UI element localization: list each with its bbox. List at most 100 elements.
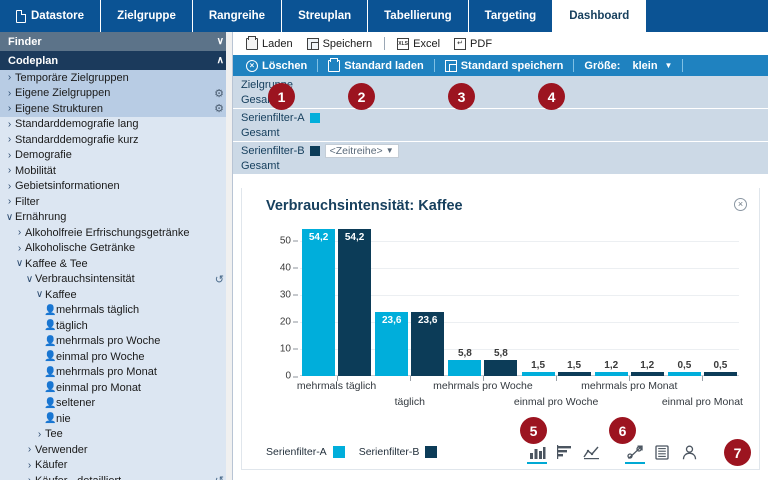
chevron-down-icon[interactable]: ∨	[216, 35, 224, 47]
bar-Serienfilter-A-3[interactable]: 1,5	[521, 360, 555, 376]
bar-Serienfilter-A-1[interactable]: 23,6	[375, 312, 409, 376]
tree-item-13[interactable]: ∨ Verbrauchsintensität ↺	[0, 272, 232, 288]
bar-Serienfilter-B-5[interactable]: 0,5	[703, 360, 737, 376]
percent-arrow-icon[interactable]	[623, 441, 647, 464]
dashboard-toolbar-standard-speichern[interactable]: Standard speichern	[440, 59, 569, 72]
tree-item-16[interactable]: 👤 täglich	[0, 318, 232, 334]
close-icon[interactable]: ×	[734, 198, 747, 211]
tree-item-0[interactable]: › Temporäre Zielgruppen	[0, 70, 232, 86]
tree-item-4[interactable]: › Standarddemografie kurz	[0, 132, 232, 148]
bar-Serienfilter-B-0[interactable]: 54,2	[338, 229, 372, 376]
chevron-down-icon[interactable]: ▼	[664, 61, 673, 70]
dashboard-toolbar-standard-laden[interactable]: Standard laden	[323, 57, 428, 72]
twisty-icon[interactable]: ›	[7, 149, 12, 161]
sidebar-scrollbar[interactable]	[226, 32, 232, 480]
panel-header-finder[interactable]: Finder ∨	[0, 32, 232, 51]
twisty-icon[interactable]: ∨	[15, 258, 24, 270]
codeplan-tree[interactable]: › Temporäre Zielgruppen › Eigene Zielgruppe…	[0, 70, 232, 480]
twisty-icon[interactable]: ›	[7, 103, 12, 115]
tab-tabellierung[interactable]: Tabellierung	[368, 0, 469, 32]
bar-Serienfilter-A-2[interactable]: 5,8	[448, 348, 482, 376]
tree-item-19[interactable]: 👤 mehrmals pro Monat	[0, 365, 232, 381]
tab-datastore[interactable]: Datastore	[0, 0, 102, 32]
gear-icon[interactable]: ⚙	[214, 87, 224, 100]
chevron-up-icon[interactable]: ∧	[216, 54, 224, 66]
refresh-icon[interactable]: ↺	[215, 474, 224, 480]
bar-Serienfilter-B-1[interactable]: 23,6	[411, 312, 445, 376]
twisty-icon[interactable]: ∨	[5, 211, 14, 223]
twisty-icon[interactable]: ∨	[25, 273, 34, 285]
filter-row-1[interactable]: Serienfilter-A Gesamt	[233, 109, 768, 142]
tree-item-20[interactable]: 👤 einmal pro Monat	[0, 380, 232, 396]
horizontal-bar-chart-icon[interactable]	[552, 441, 576, 463]
tree-item-17[interactable]: 👤 mehrmals pro Woche	[0, 334, 232, 350]
twisty-icon[interactable]: ∨	[35, 289, 44, 301]
tree-item-26[interactable]: ›Käufer - detailliert ↺	[0, 473, 232, 480]
twisty-icon[interactable]: ›	[7, 196, 12, 208]
main-tab-bar[interactable]: Datastore Zielgruppe Rangreihe Streuplan Tab…	[0, 0, 768, 32]
tree-item-23[interactable]: › Tee	[0, 427, 232, 443]
twisty-icon[interactable]: ›	[7, 118, 12, 130]
vertical-bar-chart-icon[interactable]	[525, 441, 549, 464]
twisty-icon[interactable]: ›	[7, 72, 12, 84]
file-toolbar[interactable]: Laden Speichern XLS Excel ↵ PDF	[233, 32, 768, 55]
tree-item-18[interactable]: 👤 einmal pro Woche	[0, 349, 232, 365]
twisty-icon[interactable]: ›	[17, 242, 22, 254]
filter-row-0[interactable]: Zielgruppe Gesamt	[233, 76, 768, 109]
tree-item-7[interactable]: › Gebietsinformationen	[0, 179, 232, 195]
tab-dashboard[interactable]: Dashboard	[553, 0, 647, 32]
twisty-icon[interactable]: ›	[17, 227, 22, 239]
toolbar-button-speichern[interactable]: Speichern	[302, 37, 378, 50]
tree-item-11[interactable]: › Alkoholische Getränke	[0, 241, 232, 257]
twisty-icon[interactable]: ›	[24, 475, 35, 480]
tab-streuplan[interactable]: Streuplan	[282, 0, 369, 32]
refresh-icon[interactable]: ↺	[214, 273, 224, 286]
tree-item-2[interactable]: › Eigene Strukturen ⚙	[0, 101, 232, 117]
toolbar-button-laden[interactable]: Laden	[241, 35, 298, 50]
twisty-icon[interactable]: ›	[27, 459, 32, 471]
twisty-icon[interactable]: ›	[37, 428, 42, 440]
zeitreihe-select[interactable]: <Zeitreihe> ▼	[324, 143, 399, 158]
tab-targeting[interactable]: Targeting	[469, 0, 554, 32]
twisty-icon[interactable]: ›	[7, 134, 12, 146]
dashboard-toolbar-löschen[interactable]: × Löschen	[241, 59, 312, 72]
toolbar-button-excel[interactable]: XLS Excel	[392, 37, 445, 50]
tree-item-25[interactable]: › Käufer	[0, 458, 232, 474]
twisty-icon[interactable]: ›	[7, 165, 12, 177]
filter-rows[interactable]: Zielgruppe Gesamt Serienfilter-A Gesamt Seri…	[233, 76, 768, 175]
tree-item-22[interactable]: 👤 nie	[0, 411, 232, 427]
panel-header-codeplan[interactable]: Codeplan ∧	[0, 51, 232, 70]
tree-item-9[interactable]: ∨ Ernährung	[0, 210, 232, 226]
bar-Serienfilter-B-2[interactable]: 5,8	[484, 348, 518, 376]
filter-row-2[interactable]: Serienfilter-B <Zeitreihe> ▼ Gesamt	[233, 142, 768, 175]
tree-item-14[interactable]: ∨ Kaffee	[0, 287, 232, 303]
tree-item-8[interactable]: › Filter	[0, 194, 232, 210]
tree-item-15[interactable]: 👤 mehrmals täglich	[0, 303, 232, 319]
tree-item-1[interactable]: › Eigene Zielgruppen ⚙	[0, 85, 232, 101]
bar-Serienfilter-B-4[interactable]: 1,2	[630, 360, 664, 376]
tab-rangreihe[interactable]: Rangreihe	[193, 0, 283, 32]
tree-item-24[interactable]: › Verwender	[0, 442, 232, 458]
twisty-icon[interactable]: ›	[27, 444, 32, 456]
table-list-icon[interactable]	[650, 441, 674, 463]
tree-item-5[interactable]: › Demografie	[0, 148, 232, 164]
tree-item-3[interactable]: › Standarddemografie lang	[0, 117, 232, 133]
dashboard-toolbar-klein[interactable]: klein ▼	[627, 60, 677, 72]
gear-icon[interactable]: ⚙	[214, 103, 224, 116]
tree-item-12[interactable]: ∨ Kaffee & Tee	[0, 256, 232, 272]
tab-zielgruppe[interactable]: Zielgruppe	[101, 0, 193, 32]
person-icon[interactable]	[677, 441, 701, 463]
tree-item-21[interactable]: 👤 seltener	[0, 396, 232, 412]
bar-Serienfilter-A-5[interactable]: 0,5	[667, 360, 701, 376]
bar-Serienfilter-A-0[interactable]: 54,2	[302, 229, 336, 376]
bar-Serienfilter-B-3[interactable]: 1,5	[557, 360, 591, 376]
chart-tool-buttons[interactable]	[525, 441, 745, 464]
twisty-icon[interactable]: ›	[7, 87, 12, 99]
tree-item-10[interactable]: › Alkoholfreie Erfrischungsgetränke	[0, 225, 232, 241]
dashboard-toolbar[interactable]: × Löschen Standard laden Standard speichern…	[233, 55, 768, 76]
tree-item-6[interactable]: › Mobilität	[0, 163, 232, 179]
toolbar-button-pdf[interactable]: ↵ PDF	[449, 37, 497, 50]
bar-Serienfilter-A-4[interactable]: 1,2	[594, 360, 628, 376]
twisty-icon[interactable]: ›	[7, 180, 12, 192]
line-chart-icon[interactable]	[579, 441, 603, 463]
